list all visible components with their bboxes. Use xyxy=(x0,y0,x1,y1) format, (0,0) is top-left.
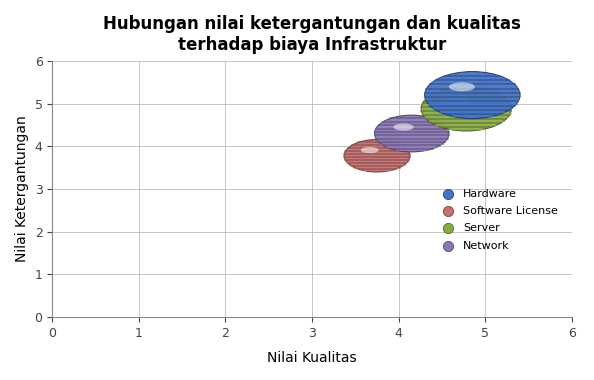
Title: Hubungan nilai ketergantungan dan kualitas
terhadap biaya Infrastruktur: Hubungan nilai ketergantungan dan kualit… xyxy=(103,15,521,54)
Legend: Hardware, Software License, Server, Network: Hardware, Software License, Server, Netw… xyxy=(432,185,563,255)
Ellipse shape xyxy=(444,97,469,105)
Ellipse shape xyxy=(430,109,503,120)
Y-axis label: Nilai Ketergantungan: Nilai Ketergantungan xyxy=(15,116,29,263)
Ellipse shape xyxy=(382,133,441,143)
Ellipse shape xyxy=(393,124,414,131)
Ellipse shape xyxy=(350,156,403,164)
Ellipse shape xyxy=(361,147,379,153)
X-axis label: Nilai Kualitas: Nilai Kualitas xyxy=(267,351,357,365)
Circle shape xyxy=(425,71,520,119)
Circle shape xyxy=(421,87,511,131)
Ellipse shape xyxy=(448,82,475,91)
Circle shape xyxy=(344,139,410,172)
Circle shape xyxy=(374,115,449,152)
Ellipse shape xyxy=(434,95,510,107)
